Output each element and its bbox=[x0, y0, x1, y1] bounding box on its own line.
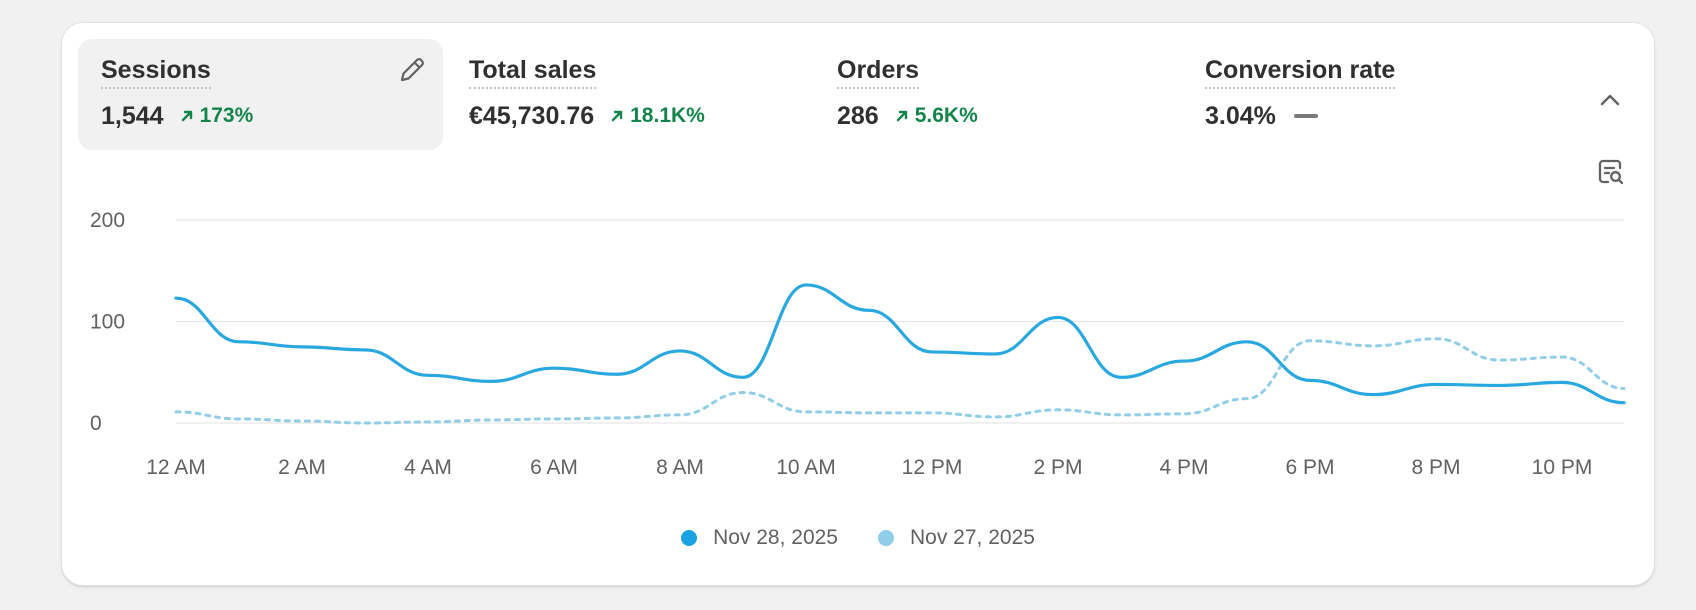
metric-label[interactable]: Conversion rate bbox=[1205, 55, 1396, 89]
metric-label[interactable]: Total sales bbox=[469, 55, 597, 89]
metric-value: 3.04% bbox=[1205, 102, 1276, 130]
metric-sessions[interactable]: Sessions 1,544 173% bbox=[78, 39, 443, 150]
metric-value: 1,544 bbox=[101, 102, 164, 130]
x-tick-label: 4 AM bbox=[404, 456, 452, 479]
arrow-up-right-icon bbox=[181, 110, 192, 122]
metric-change: 5.6K% bbox=[895, 104, 978, 128]
chevron-up-icon[interactable] bbox=[1596, 86, 1624, 114]
metric-conversion-rate[interactable]: Conversion rate 3.04% bbox=[1182, 39, 1547, 150]
metric-change: 18.1K% bbox=[610, 104, 705, 128]
analytics-card: Sessions 1,544 173% Total sales €45,730.… bbox=[61, 22, 1655, 586]
chat-search-icon[interactable] bbox=[1596, 157, 1626, 187]
metric-value: €45,730.76 bbox=[469, 102, 595, 130]
metric-label[interactable]: Sessions bbox=[101, 55, 211, 89]
arrow-up-right-icon bbox=[896, 110, 907, 122]
x-tick-label: 12 AM bbox=[146, 456, 206, 479]
chart-legend: Nov 28, 2025 Nov 27, 2025 bbox=[62, 526, 1654, 550]
y-tick-label: 100 bbox=[90, 311, 125, 334]
pencil-icon[interactable] bbox=[397, 55, 427, 85]
sessions-line-chart: 200 100 0 12 AM 2 AM 4 AM 6 AM 8 AM 10 AM 12 PM 2 … bbox=[90, 209, 1626, 479]
metric-value: 286 bbox=[837, 102, 879, 130]
series-line-nov-27[interactable] bbox=[174, 337, 1626, 425]
y-tick-label: 200 bbox=[90, 209, 125, 232]
metric-change: 173% bbox=[180, 104, 254, 128]
legend-dot-current bbox=[681, 530, 698, 546]
x-tick-label: 4 PM bbox=[1159, 456, 1208, 479]
metric-label[interactable]: Orders bbox=[837, 55, 919, 89]
metric-change-value: 173% bbox=[199, 104, 254, 127]
x-tick-label: 8 AM bbox=[656, 456, 704, 479]
legend-item-current[interactable]: Nov 28, 2025 bbox=[681, 526, 838, 550]
x-tick-label: 2 AM bbox=[278, 456, 326, 479]
x-tick-label: 2 PM bbox=[1033, 456, 1082, 479]
legend-label: Nov 27, 2025 bbox=[910, 526, 1035, 549]
x-tick-label: 8 PM bbox=[1411, 456, 1460, 479]
metric-change-value: 18.1K% bbox=[630, 104, 705, 127]
x-tick-label: 10 PM bbox=[1532, 456, 1593, 479]
x-tick-label: 10 AM bbox=[776, 456, 836, 479]
x-tick-label: 6 AM bbox=[530, 456, 578, 479]
legend-label: Nov 28, 2025 bbox=[713, 526, 838, 549]
legend-item-previous[interactable]: Nov 27, 2025 bbox=[878, 526, 1035, 550]
no-change-icon bbox=[1293, 114, 1318, 118]
x-tick-label: 6 PM bbox=[1285, 456, 1334, 479]
legend-dot-previous bbox=[878, 530, 894, 546]
x-tick-label: 12 PM bbox=[902, 456, 963, 479]
arrow-up-right-icon bbox=[611, 110, 623, 122]
series-line-nov-28[interactable] bbox=[174, 283, 1626, 405]
metric-orders[interactable]: Orders 286 5.6K% bbox=[814, 39, 1179, 150]
metric-total-sales[interactable]: Total sales €45,730.76 18.1K% bbox=[446, 39, 811, 150]
metric-change-value: 5.6K% bbox=[914, 104, 978, 127]
y-tick-label: 0 bbox=[90, 412, 102, 435]
